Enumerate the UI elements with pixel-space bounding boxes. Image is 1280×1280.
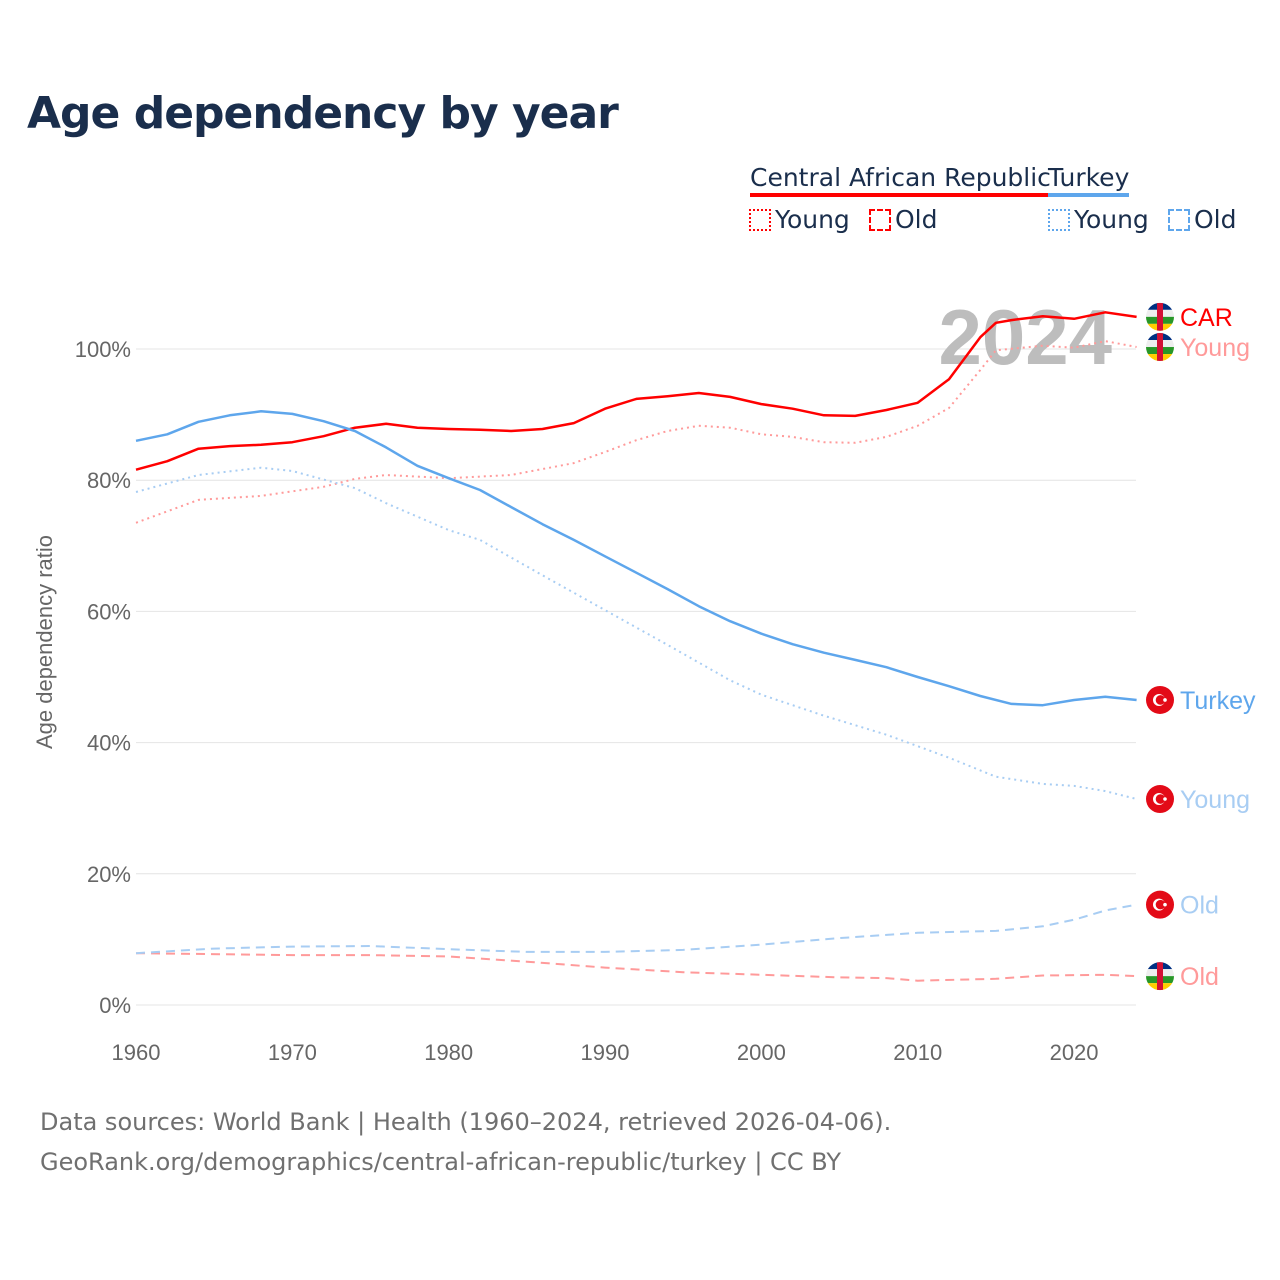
end-label: Old xyxy=(1180,963,1219,991)
legend-car-young[interactable]: Young xyxy=(749,205,850,234)
end-label: Old xyxy=(1180,892,1219,920)
source-text: Data sources: World Bank | Health (1960–… xyxy=(40,1108,892,1136)
y-tick-label: 20% xyxy=(87,862,131,887)
series-line-turkey-old xyxy=(135,903,1137,955)
y-tick-label: 80% xyxy=(87,468,131,493)
dotted-swatch-icon xyxy=(749,209,771,231)
turkey-flag-crescent-cut xyxy=(1155,794,1166,804)
car-flag-icon xyxy=(1157,333,1163,362)
y-tick-label: 0% xyxy=(99,993,131,1018)
legend-turkey-young[interactable]: Young xyxy=(1048,205,1149,234)
x-tick-label: 1960 xyxy=(112,1040,161,1065)
turkey-flag-crescent-cut xyxy=(1155,695,1166,705)
end-label: Young xyxy=(1180,786,1250,814)
source-url[interactable]: GeoRank.org/demographics/central-african… xyxy=(40,1148,842,1176)
series-line-central-african-republic-old xyxy=(135,952,1137,982)
dashed-swatch-icon xyxy=(1168,209,1190,231)
end-label: CAR xyxy=(1180,304,1233,332)
dotted-swatch-icon xyxy=(1048,209,1070,231)
x-tick-label: 2000 xyxy=(737,1040,786,1065)
x-tick-label: 2020 xyxy=(1050,1040,1099,1065)
end-label: Young xyxy=(1180,334,1250,362)
legend-label: Old xyxy=(1194,205,1237,234)
y-tick-label: 40% xyxy=(87,731,131,756)
series-line-central-african-republic xyxy=(135,311,1137,471)
turkey-flag-crescent-cut xyxy=(1155,899,1166,910)
series-line-central-african-republic-young xyxy=(135,340,1137,524)
x-tick-label: 1980 xyxy=(424,1040,473,1065)
x-tick-label: 1970 xyxy=(268,1040,317,1065)
car-flag-icon xyxy=(1157,302,1163,331)
legend-turkey-old[interactable]: Old xyxy=(1168,205,1237,234)
x-tick-label: 2010 xyxy=(893,1040,942,1065)
legend-country-turkey[interactable]: Turkey xyxy=(1048,163,1130,197)
turkey-flag-star xyxy=(1163,698,1167,702)
dashed-swatch-icon xyxy=(869,209,891,231)
y-tick-label: 100% xyxy=(75,337,131,362)
legend-label: Old xyxy=(895,205,938,234)
x-tick-label: 1990 xyxy=(581,1040,630,1065)
series-line-turkey-young xyxy=(135,466,1137,800)
y-tick-label: 60% xyxy=(87,599,131,624)
turkey-flag-star xyxy=(1163,902,1167,907)
legend-label: Young xyxy=(1074,205,1149,234)
legend-car-old[interactable]: Old xyxy=(869,205,938,234)
end-label: Turkey xyxy=(1180,687,1256,715)
car-flag-icon xyxy=(1157,962,1163,991)
legend-country-car[interactable]: Central African Republic xyxy=(750,163,1051,197)
year-watermark: 2024 xyxy=(938,293,1112,381)
legend-label: Young xyxy=(775,205,850,234)
chart-title: Age dependency by year xyxy=(27,88,619,139)
series-line-turkey xyxy=(135,410,1137,707)
y-axis-label: Age dependency ratio xyxy=(32,535,57,749)
turkey-flag-star xyxy=(1163,797,1167,801)
